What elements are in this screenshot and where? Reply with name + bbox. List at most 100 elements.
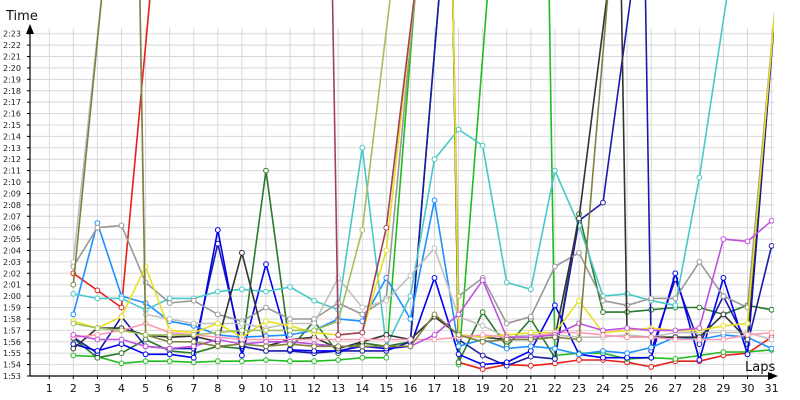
data-point [696,325,703,332]
data-point [407,343,414,350]
y-tick-label: 2:10 [3,178,21,187]
data-point [455,126,462,133]
y-tick-label: 2:16 [3,110,21,119]
data-point [431,245,438,252]
x-axis-arrow-icon [768,372,778,380]
y-tick-label: 2:09 [3,189,21,198]
data-point [672,356,679,362]
data-point [94,220,101,227]
data-point [70,311,77,318]
data-point [527,353,534,360]
data-point [576,215,582,222]
data-point [359,227,366,233]
data-point [263,261,269,268]
data-point [527,343,534,350]
data-point [648,354,655,361]
data-point [190,354,197,361]
y-tick-label: 1:57 [3,326,21,335]
series-line [73,14,774,366]
x-tick-label: 11 [283,382,297,395]
data-point [407,336,414,343]
x-tick-label: 5 [142,382,149,395]
y-axis-title: Time [5,9,38,24]
x-tick-label: 1 [46,382,53,395]
data-point [166,332,173,338]
data-point [479,332,486,338]
y-axis-arrow-icon [26,24,34,34]
data-point [287,341,293,348]
data-point [624,350,630,357]
data-point [214,336,221,343]
data-point [744,320,751,327]
x-tick-label: 25 [620,382,634,395]
data-point [311,343,318,350]
series-15 [70,0,391,338]
data-point [744,332,751,338]
data-point [503,359,510,366]
data-point [672,336,679,343]
data-point [239,286,245,293]
data-point [407,293,414,300]
data-point [166,358,173,365]
data-point [576,249,582,256]
data-point [503,320,510,327]
data-point [287,327,293,334]
data-point [431,275,438,281]
data-point [335,357,342,363]
data-point [744,336,751,343]
x-tick-label: 21 [524,382,538,395]
data-point [720,236,727,243]
x-axis-title: Laps [745,360,775,375]
data-point [118,341,125,348]
data-point [142,351,149,358]
data-point [527,313,534,320]
data-point [214,311,221,318]
data-point [648,295,655,302]
series-line [72,199,772,356]
data-point [94,332,101,338]
data-point [720,336,727,343]
data-point [600,327,606,334]
data-point [118,336,125,343]
data-point [70,352,77,359]
data-point [70,320,77,327]
data-point [70,345,77,352]
data-point [720,322,727,329]
data-point [359,354,366,361]
data-point [118,304,125,311]
series-16 [331,0,415,338]
data-point [383,343,390,350]
data-point [190,338,197,345]
data-point [720,293,727,300]
data-point [287,346,293,353]
data-point [214,329,221,336]
data-point [768,345,774,352]
data-point [263,343,269,350]
data-point [311,336,318,343]
data-point [552,334,558,341]
series-line [72,0,772,341]
x-tick-label: 2 [70,382,77,395]
data-point [383,297,390,304]
data-point [720,275,727,281]
data-point [600,354,606,361]
data-point [70,290,77,297]
data-point [720,311,727,318]
data-point [624,334,630,341]
y-tick-label: 1:53 [3,372,21,381]
data-point [94,348,101,354]
data-point [263,357,269,363]
y-tick-label: 2:00 [3,292,21,301]
data-point [768,243,774,249]
data-point [239,336,245,343]
data-point [94,336,101,343]
data-point [672,295,679,302]
y-tick-label: 2:01 [3,281,21,290]
data-point [190,332,197,338]
data-point [431,336,438,343]
data-point [503,345,510,352]
x-tick-label: 30 [741,382,755,395]
data-point [359,336,366,343]
x-tick-label: 24 [596,382,610,395]
data-point [527,329,534,336]
